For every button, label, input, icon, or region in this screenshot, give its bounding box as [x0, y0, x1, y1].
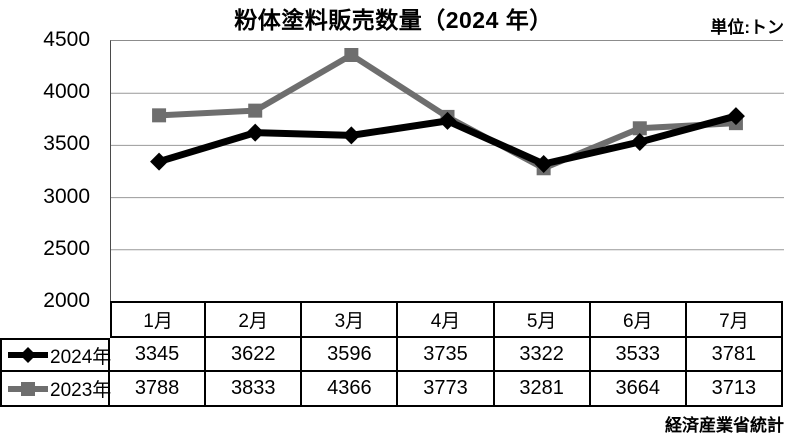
- marker-diamond-2024年: [150, 152, 169, 171]
- legend-label: 2023年: [50, 380, 112, 401]
- marker-square-2023年: [632, 121, 647, 136]
- marker-diamond-2024年: [246, 123, 265, 142]
- marker-square-2023年: [152, 108, 167, 123]
- table-cell-value: 3345: [110, 338, 207, 372]
- marker-diamond-2024年: [342, 126, 361, 145]
- table-cell-value: 3788: [110, 372, 207, 407]
- marker-diamond-2024年: [534, 154, 553, 173]
- y-axis: 4500 4000 3500 3000 2500 2000: [0, 0, 90, 320]
- table-legend-2024年: 2024年: [0, 338, 112, 372]
- chart-title: 粉体塗料販売数量（2024 年）: [234, 7, 553, 33]
- table-cell-value: 3281: [494, 372, 591, 407]
- marker-diamond-2024年: [630, 132, 649, 151]
- plot-area: [110, 40, 784, 301]
- y-axis-tick-label: 4000: [43, 80, 90, 104]
- y-axis-tick-label: 2000: [43, 289, 90, 312]
- table-cell-value: 3664: [590, 372, 687, 407]
- table-cell-value: 3833: [206, 372, 303, 407]
- marker-square-2023年: [344, 47, 359, 62]
- table-cell-value: 3322: [494, 338, 591, 372]
- table-cell-value: 3533: [590, 338, 687, 372]
- data-table: 1月 2月 3月 4月 5月 6月 7月 2024年 3345 3622 3596 3735 3322 3…: [0, 301, 783, 407]
- table-header-month: 5月: [494, 301, 591, 338]
- table-cell-value: 3596: [302, 338, 399, 372]
- marker-square-2023年: [248, 103, 263, 118]
- table-legend-2023年: 2023年: [0, 372, 112, 407]
- legend-square-icon: [8, 381, 48, 396]
- table-header-month: 3月: [302, 301, 399, 338]
- legend-label: 2024年: [50, 346, 112, 368]
- legend-diamond-icon: [8, 347, 48, 363]
- table-cell-value: 3713: [686, 372, 783, 407]
- y-axis-tick-label: 2500: [43, 236, 90, 260]
- table-cell-value: 3735: [398, 338, 495, 372]
- table-header-month: 4月: [398, 301, 495, 338]
- unit-label: 単位:トン: [710, 18, 784, 37]
- table-header-month: 2月: [206, 301, 303, 338]
- marker-diamond-2024年: [438, 111, 457, 130]
- table-corner-blank: [0, 301, 110, 338]
- source-label: 経済産業省統計: [665, 416, 784, 435]
- y-axis-tick-label: 3500: [43, 132, 90, 156]
- table-cell-value: 3773: [398, 372, 495, 407]
- table-header-month: 7月: [686, 301, 783, 338]
- table-cell-value: 3781: [686, 338, 783, 372]
- y-axis-tick-label: 3000: [43, 184, 90, 208]
- chart-plot-svg: [111, 47, 784, 251]
- marker-diamond-2024年: [726, 107, 745, 126]
- y-axis-tick-label: 4500: [43, 28, 90, 51]
- table-header-month: 1月: [110, 301, 207, 338]
- table-header-month: 6月: [590, 301, 687, 338]
- table-cell-value: 3622: [206, 338, 303, 372]
- table-cell-value: 4366: [302, 372, 399, 407]
